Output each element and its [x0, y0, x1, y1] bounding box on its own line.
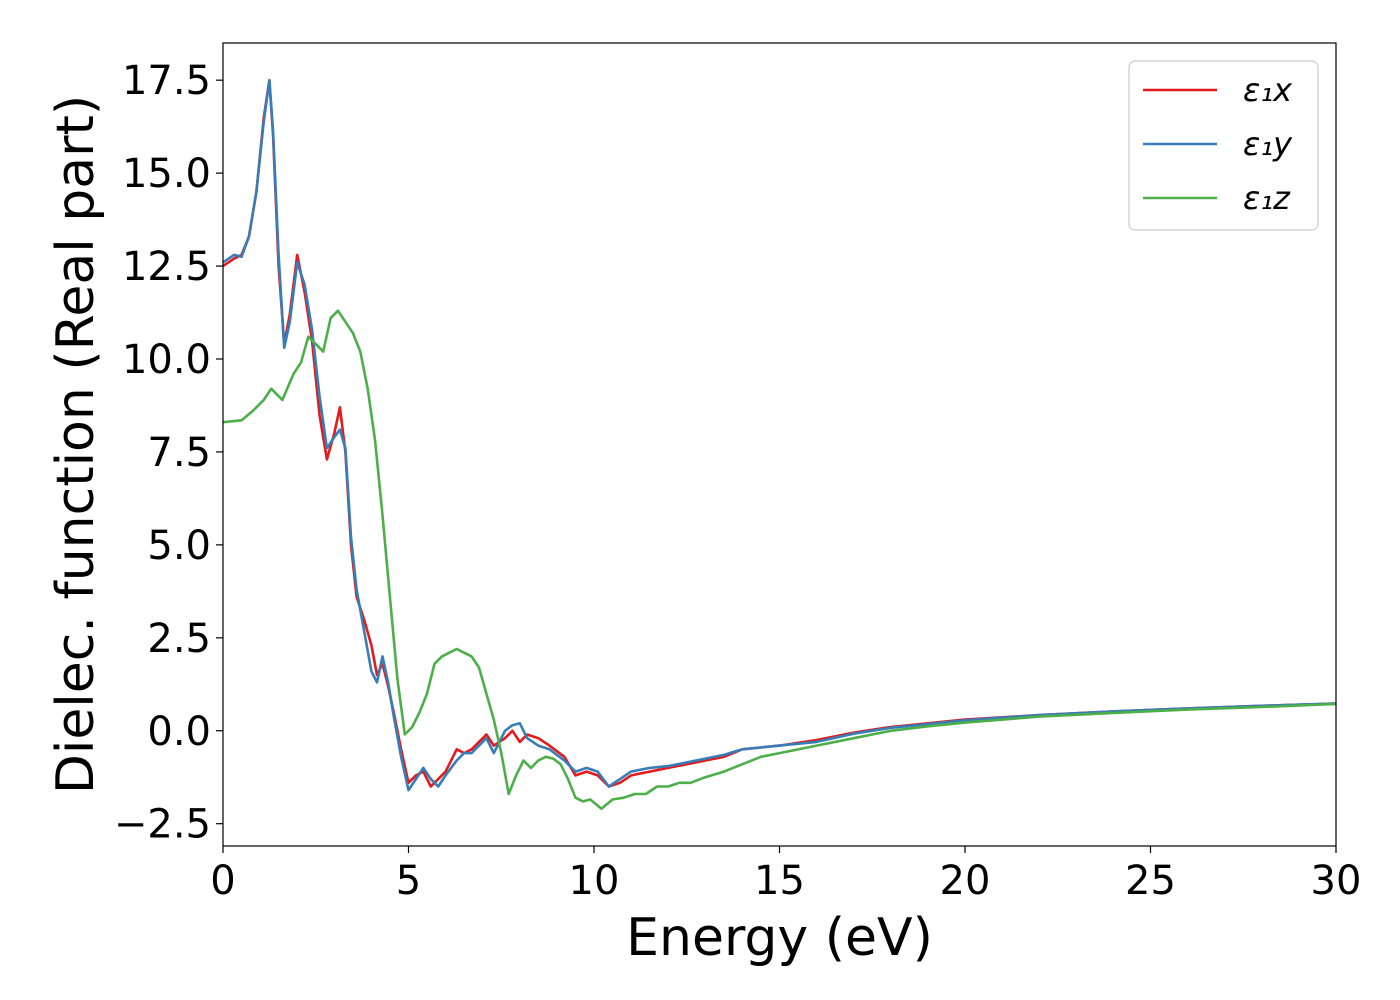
- y-tick-label: 17.5: [122, 58, 211, 104]
- x-tick-label: 20: [940, 858, 991, 904]
- y-tick-label: 10.0: [122, 337, 211, 383]
- series-line-1: [222, 78, 1337, 792]
- series-layer: [222, 78, 1337, 811]
- y-tick-label: 0.0: [147, 709, 211, 755]
- x-axis-ticks: 0 5 10 15 20 25 30: [210, 846, 1361, 904]
- x-axis-title: Energy (eV): [626, 908, 933, 968]
- x-tick-label: 30: [1311, 858, 1362, 904]
- x-tick-label: 15: [754, 858, 805, 904]
- plot-frame: [222, 42, 1337, 847]
- y-tick-label: −2.5: [114, 802, 211, 848]
- legend-label-1: ε₁y: [1243, 125, 1293, 163]
- y-tick-label: 15.0: [122, 151, 211, 197]
- y-tick-label: 2.5: [147, 616, 211, 662]
- y-tick-label: 7.5: [147, 430, 211, 476]
- legend: ε₁x ε₁y ε₁z: [1128, 60, 1319, 231]
- y-axis-title: Dielec. function (Real part): [46, 95, 106, 794]
- y-tick-label: 5.0: [147, 523, 211, 569]
- x-tick-label: 5: [396, 858, 421, 904]
- y-tick-label: 12.5: [122, 244, 211, 290]
- legend-label-0: ε₁x: [1243, 71, 1293, 109]
- y-axis-ticks: −2.5 0.0 2.5 5.0 7.5 10.0 12.5 15.0 17.5: [114, 58, 223, 848]
- legend-box: [1128, 60, 1319, 231]
- series-line-2: [222, 309, 1337, 811]
- x-tick-label: 25: [1125, 858, 1176, 904]
- x-tick-label: 10: [569, 858, 620, 904]
- legend-label-2: ε₁z: [1243, 179, 1291, 217]
- x-tick-label: 0: [210, 858, 235, 904]
